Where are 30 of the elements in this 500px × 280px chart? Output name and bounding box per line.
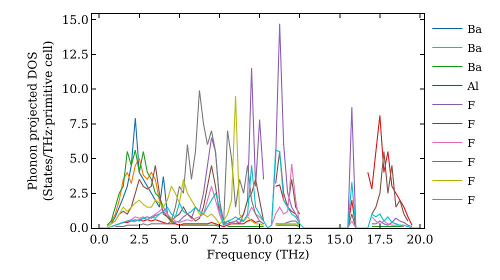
legend-label: Al bbox=[466, 80, 480, 93]
legend-label: F bbox=[467, 194, 476, 207]
x-tick-label: 12.5 bbox=[286, 232, 314, 246]
y-tick-label: 7.5 bbox=[70, 116, 89, 131]
x-tick-label: 15.0 bbox=[326, 232, 354, 246]
y-tick-label: 2.5 bbox=[70, 186, 89, 200]
x-tick-label: 5.0 bbox=[170, 232, 189, 246]
legend-label: F bbox=[467, 136, 476, 150]
legend-label: Ba bbox=[467, 42, 482, 55]
x-axis-title: Frequency (THz) bbox=[206, 247, 310, 262]
y-axis-title: Phonon projected DOS (States/THz·primitive cell) bbox=[26, 40, 56, 202]
y-tick-label: 0.0 bbox=[70, 221, 89, 236]
legend-label: Ba bbox=[467, 22, 482, 36]
x-tick-label: 20.0 bbox=[406, 232, 434, 246]
line-series bbox=[110, 158, 176, 224]
legend-label: F bbox=[467, 98, 476, 112]
x-tick-label: 7.5 bbox=[210, 232, 230, 246]
legend-label: Ba bbox=[467, 60, 482, 74]
y-tick-label: 5.0 bbox=[70, 152, 89, 166]
legend-label: F bbox=[467, 118, 476, 131]
x-tick-label: 17.5 bbox=[366, 232, 394, 246]
x-tick-label: 10.0 bbox=[246, 232, 273, 246]
y-tick-label: 10.0 bbox=[62, 82, 89, 96]
line-series bbox=[110, 118, 168, 224]
legend-label: F bbox=[467, 156, 476, 169]
y-tick-label: 12.5 bbox=[62, 48, 89, 62]
x-tick-label: 2.5 bbox=[130, 232, 149, 246]
legend-label: F bbox=[467, 174, 476, 188]
x-tick-label: 0.0 bbox=[90, 232, 109, 246]
y-tick-label: 15.0 bbox=[62, 12, 89, 27]
